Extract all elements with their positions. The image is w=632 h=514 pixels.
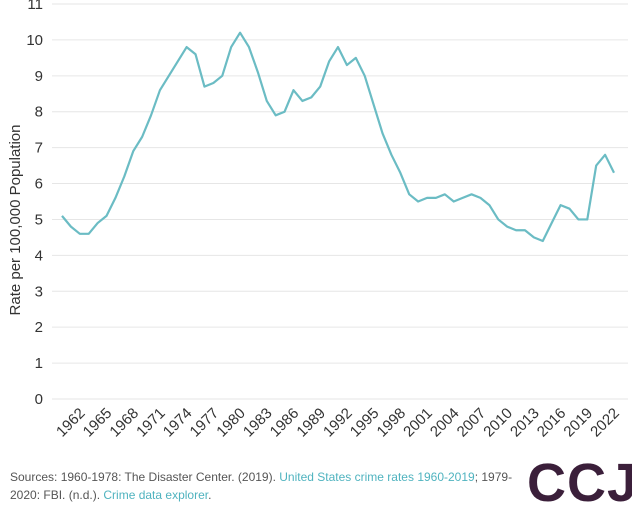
x-tick-label: 2010	[480, 405, 516, 441]
y-tick-label: 8	[35, 104, 43, 121]
x-tick-label: 1986	[267, 405, 303, 441]
chart: Rate per 100,000 Population 0 1 2 3 4 5 6 7 8 9 10…	[7, 0, 628, 441]
x-tick-label: 1965	[80, 405, 116, 441]
logo: CCJ	[527, 453, 632, 513]
y-tick-label: 5	[35, 211, 43, 228]
y-tick-label: 4	[35, 247, 43, 264]
x-tick-label: 1974	[160, 405, 196, 441]
x-tick-label: 2007	[454, 405, 490, 441]
footer: Sources: 1960-1978: The Disaster Center.…	[10, 468, 520, 504]
page: Rate per 100,000 Population 0 1 2 3 4 5 6 7 8 9 10…	[7, 0, 632, 513]
x-tick-label: 1992	[320, 405, 356, 441]
y-tick-label: 7	[35, 140, 43, 157]
x-tick-label: 2013	[507, 405, 543, 441]
x-tick-label: 2004	[427, 405, 463, 441]
line	[61, 31, 615, 243]
source-link[interactable]: United States crime rates 1960-2019	[279, 470, 475, 484]
x-tick-label: 1971	[133, 405, 169, 441]
x-tick-label: 1998	[374, 405, 410, 441]
source-link[interactable]: Crime data explorer	[103, 488, 209, 502]
y-tick-label: 6	[35, 176, 43, 193]
y-tick-label: 3	[35, 283, 43, 300]
x-tick-label: 1995	[347, 405, 383, 441]
x-tick-label: 2001	[400, 405, 436, 441]
x-tick-label: 1989	[293, 405, 329, 441]
x-tick-label: 2022	[587, 405, 623, 441]
source-text: .	[208, 488, 212, 502]
y-tick-label: 10	[26, 32, 43, 49]
x-tick-label: 1983	[240, 405, 276, 441]
y-tick-label: 9	[35, 68, 43, 85]
y-tick-label: 1	[35, 355, 43, 372]
y-tick-label: 2	[35, 319, 43, 336]
y-tick-label: 0	[35, 391, 43, 408]
x-tick-label: 1968	[106, 405, 142, 441]
source-text: Sources: 1960-1978: The Disaster Center.…	[10, 470, 280, 484]
x-tick-label: 2016	[534, 405, 570, 441]
x-tick-label: 1980	[213, 405, 249, 441]
source-text: ; 1979-2020: FBI. (n.d.).	[10, 470, 513, 502]
x-tick-label: 2019	[560, 405, 596, 441]
y-tick-label: 11	[27, 0, 43, 13]
x-tick-label: 1962	[53, 405, 89, 441]
x-tick-label: 1977	[187, 405, 223, 441]
y-axis-title: Rate per 100,000 Population	[7, 125, 24, 316]
